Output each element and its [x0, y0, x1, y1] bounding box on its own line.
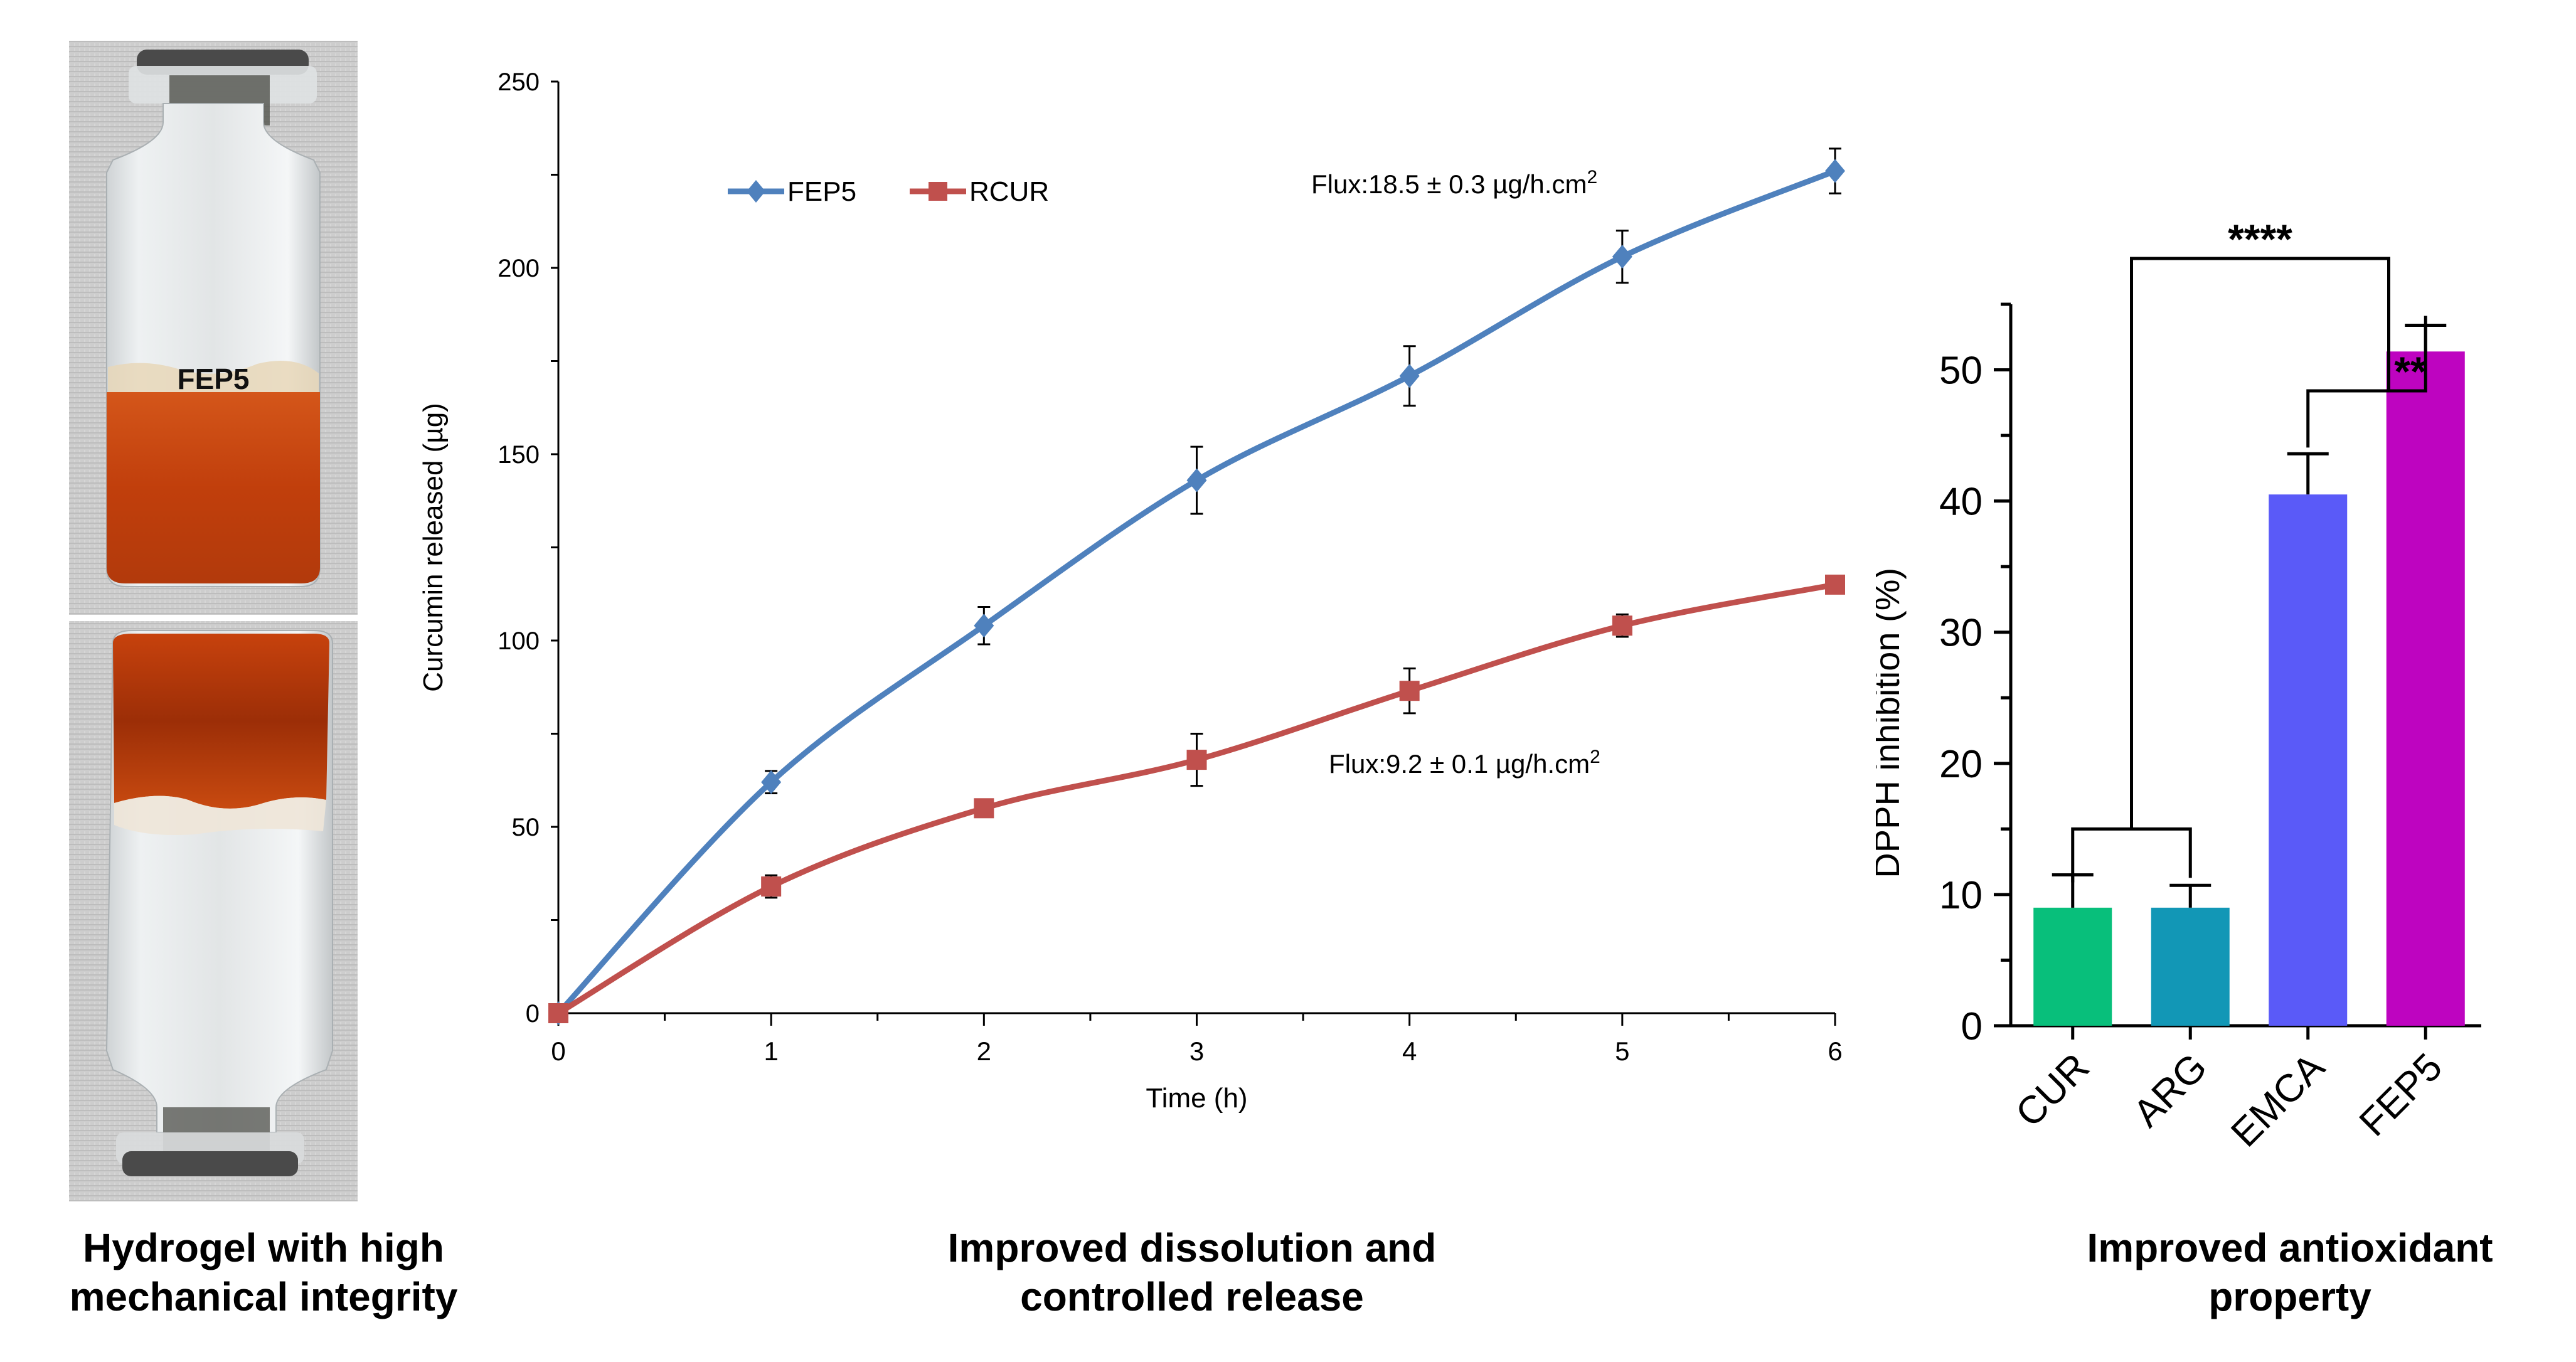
dpph-bar-chart: 0 10 20 30 40 50 CUR ARG EMCA FEP5 **** ** DPPH i…: [1867, 163, 2572, 1230]
release-chart-svg: 0 50 100 150 200 250 0 1 2 3 4 5 6 Time (h) Curcumin…: [418, 68, 1845, 1114]
y-tick-label: 50: [1939, 349, 1983, 393]
x-tick-label: FEP5: [2351, 1045, 2451, 1144]
y-tick-label: 100: [498, 627, 540, 655]
data-point-square: [1399, 681, 1420, 701]
y-axis-label-dpph: DPPH inhibition (%): [1876, 568, 1907, 878]
bracket-groups: [2130, 257, 2390, 829]
gel-layer-inverted: [113, 634, 329, 809]
release-line-chart: 0 50 100 150 200 250 0 1 2 3 4 5 6 Time (h) Curcumin…: [402, 38, 1895, 1192]
x-tick-label: 6: [1828, 1036, 1842, 1066]
significance-label-groups: ****: [2228, 216, 2292, 262]
vial-upright: FEP5: [69, 41, 358, 615]
y-tick-label: 0: [526, 1000, 540, 1028]
legend-entry-rcur: RCUR: [910, 176, 1049, 207]
vial-photo-graphic: FEP5: [69, 41, 358, 1201]
data-point-diamond: [1612, 245, 1632, 269]
y-tick-label: 40: [1939, 481, 1983, 524]
vial-cap-inverted: [122, 1151, 298, 1176]
superscript: 2: [1590, 747, 1600, 767]
caption-hydrogel: Hydrogel with high mechanical integrity: [25, 1223, 502, 1321]
data-point-diamond: [761, 770, 782, 794]
series-fep5: [548, 147, 1845, 1025]
data-point-square: [1612, 615, 1632, 636]
legend: FEP5 RCUR: [728, 176, 1049, 207]
legend-label: RCUR: [969, 176, 1049, 207]
gel-layer: [107, 392, 320, 583]
caption-line: Improved antioxidant: [2087, 1225, 2493, 1270]
data-point-square: [974, 798, 994, 819]
bar-arg: [2151, 907, 2230, 1026]
data-point-square: [1186, 750, 1207, 770]
legend-marker-diamond: [747, 180, 765, 203]
y-tick-label: 0: [1961, 1005, 1983, 1048]
caption-line: Hydrogel with high: [83, 1225, 444, 1270]
y-tick-label: 30: [1939, 612, 1983, 655]
x-tick-label: CUR: [2008, 1045, 2098, 1136]
x-tick-label: EMCA: [2223, 1045, 2333, 1156]
bracket-emca-fep5: [2306, 316, 2427, 448]
data-point-diamond: [1399, 364, 1420, 388]
bar-fep5: [2386, 351, 2465, 1026]
legend-label: FEP5: [787, 176, 856, 207]
hydrogel-photo: FEP5: [69, 41, 358, 1201]
data-point-square: [548, 1003, 568, 1023]
data-point-diamond: [1186, 468, 1207, 492]
x-tick-label: 4: [1402, 1036, 1417, 1066]
data-point-diamond: [1825, 159, 1845, 183]
x-tick-label: 2: [977, 1036, 991, 1066]
bar-cur: [2033, 907, 2112, 1026]
data-point-diamond: [974, 614, 994, 638]
y-tick-label: 10: [1939, 874, 1983, 917]
bar-emca: [2269, 494, 2348, 1026]
x-tick-label: 3: [1190, 1036, 1204, 1066]
superscript: 2: [1587, 167, 1597, 188]
y-tick-label: 250: [498, 68, 540, 96]
flux-annotation-rcur: Flux:9.2 ± 0.1 µg/h.cm2: [1329, 747, 1600, 779]
y-tick-label: 150: [498, 441, 540, 469]
y-tick-label: 20: [1939, 743, 1983, 786]
x-tick-label: 5: [1615, 1036, 1629, 1066]
significance-label-emca-fep5: **: [2394, 348, 2427, 395]
caption-line: property: [2208, 1274, 2371, 1319]
y-tick-label: 200: [498, 255, 540, 282]
legend-entry-fep5: FEP5: [728, 176, 856, 207]
x-tick-label: 1: [764, 1036, 778, 1066]
data-point-square: [1825, 574, 1845, 595]
caption-release: Improved dissolution and controlled rele…: [847, 1223, 1537, 1321]
series-rcur: [548, 574, 1845, 1023]
x-axis-label: Time (h): [1146, 1083, 1247, 1114]
legend-marker-square: [929, 182, 947, 201]
y-tick-label: 50: [512, 814, 540, 841]
caption-line: controlled release: [1020, 1274, 1364, 1319]
vial-label: FEP5: [177, 363, 249, 395]
caption-line: mechanical integrity: [69, 1274, 458, 1319]
series-line: [556, 168, 1836, 1016]
caption-line: Improved dissolution and: [947, 1225, 1437, 1270]
vial-inverted: [69, 615, 358, 1201]
x-tick-label: ARG: [2125, 1045, 2215, 1136]
x-tick-label: 0: [551, 1036, 565, 1066]
data-point-square: [761, 876, 782, 897]
y-axis-label: Curcumin released (µg): [418, 403, 449, 692]
flux-annotation-fep5: Flux:18.5 ± 0.3 µg/h.cm2: [1311, 167, 1597, 199]
caption-antioxidant: Improved antioxidant property: [2039, 1223, 2541, 1321]
